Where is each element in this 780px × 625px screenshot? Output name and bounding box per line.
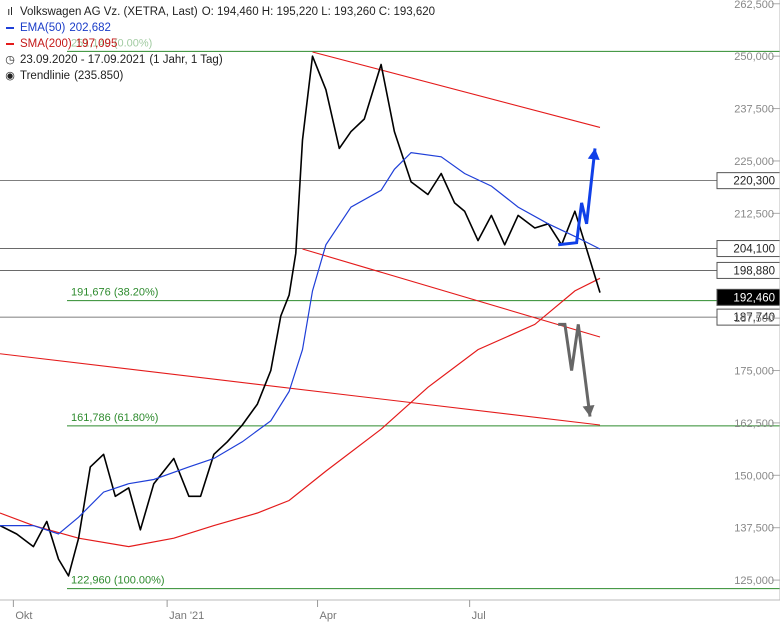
ema-50-polyline: [0, 151, 601, 535]
level-label: 220,300: [733, 176, 775, 188]
trend-line: [312, 51, 601, 128]
level-label: 187,740: [733, 312, 775, 324]
y-tick-label: 237,500: [734, 104, 774, 116]
trend-lines: [0, 51, 601, 426]
level-label-box: [716, 240, 780, 258]
x-tick-label: Apr: [320, 610, 337, 622]
legend-range: 23.09.2020 - 17.09.2021: [20, 54, 146, 66]
fibonacci-levels: 251,140 (0.00%) 191,676 (38.20%) 161,786 (…: [67, 37, 780, 590]
level-label-box: [716, 308, 780, 326]
legend-trend-row: ◉ Trendlinie (235.850): [4, 68, 435, 84]
scenario-up-arrowhead: [587, 148, 600, 160]
y-tick-label: 212,500: [734, 208, 774, 220]
legend-ema-row: EMA(50) 202,682: [4, 20, 435, 36]
y-tick-label: 137,500: [734, 523, 774, 535]
level-label: 192,460: [733, 292, 775, 304]
legend-trend-value: (235.850): [74, 70, 124, 82]
sma-200-line: [0, 277, 601, 548]
level-label: 198,880: [733, 265, 775, 277]
legend-sma-label: SMA(200): [20, 38, 72, 50]
legend-trend-label: Trendlinie: [20, 70, 71, 82]
x-tick-label: Okt: [15, 610, 32, 622]
scenario-arrows: [558, 148, 600, 417]
price-line: [0, 55, 601, 577]
y-tick-label: 225,000: [734, 156, 774, 168]
sma-swatch-icon: [4, 36, 16, 52]
clock-icon: ◷: [5, 54, 15, 66]
fib-level-label: 191,676 (38.20%): [71, 287, 158, 299]
legend-sma-row: SMA(200) 197,095: [4, 36, 435, 52]
legend-range-row: ◷ 23.09.2020 - 17.09.2021 (1 Jahr, 1 Tag…: [4, 52, 435, 68]
legend-sma-value: 197,095: [75, 38, 118, 50]
level-label: 204,100: [733, 244, 775, 256]
y-tick-label: 162,500: [734, 418, 774, 430]
legend-title-row: ıl Volkswagen AG Vz. (XETRA, Last) O: 19…: [4, 4, 435, 20]
target-icon: ◉: [5, 70, 15, 82]
ema-swatch-icon: [4, 20, 16, 36]
x-axis: Okt Jan '21 Apr Jul: [0, 599, 780, 622]
legend-ohlc: O: 194,460 H: 195,220 L: 193,260 C: 193,…: [201, 6, 436, 18]
y-tick-label: 187,500: [734, 313, 774, 325]
x-tick-label: Jul: [472, 610, 486, 622]
legend-range-detail: (1 Jahr, 1 Tag): [149, 54, 223, 66]
level-label-box: [716, 172, 780, 190]
legend-ema-value: 202,682: [69, 22, 111, 34]
scenario-down-path: [558, 322, 592, 417]
x-tick-label: Jan '21: [169, 610, 204, 622]
level-label-box: [716, 288, 780, 306]
legend-ema-label: EMA(50): [20, 22, 66, 34]
candlestick-icon: ıl: [7, 6, 13, 18]
y-tick-label: 250,000: [734, 51, 774, 63]
y-tick-label: 175,000: [734, 366, 774, 378]
price-series: [0, 55, 601, 577]
y-axis: 262,500 250,000 237,500 225,000 212,500 187,5…: [734, 0, 780, 600]
horizontal-levels: 220,300 204,100 198,880 192,460 187,740: [0, 172, 780, 326]
level-label-box: [716, 261, 780, 279]
sma-200-polyline: [0, 277, 601, 548]
scenario-down-arrowhead: [582, 405, 595, 417]
y-tick-label: 262,500: [734, 0, 774, 11]
trend-line: [302, 248, 601, 338]
chart-legend: ıl Volkswagen AG Vz. (XETRA, Last) O: 19…: [4, 4, 435, 84]
scenario-up-path: [558, 148, 597, 247]
trend-line: [0, 353, 601, 426]
y-tick-label: 125,000: [734, 575, 774, 587]
legend-title: Volkswagen AG Vz. (XETRA, Last): [20, 6, 198, 18]
fib-level-label: 122,960 (100.00%): [71, 575, 165, 587]
fib-level-label: 251,140 (0.00%): [71, 37, 152, 49]
ema-50-line: [0, 151, 601, 535]
y-tick-label: 150,000: [734, 470, 774, 482]
fib-level-label: 161,786 (61.80%): [71, 412, 158, 424]
